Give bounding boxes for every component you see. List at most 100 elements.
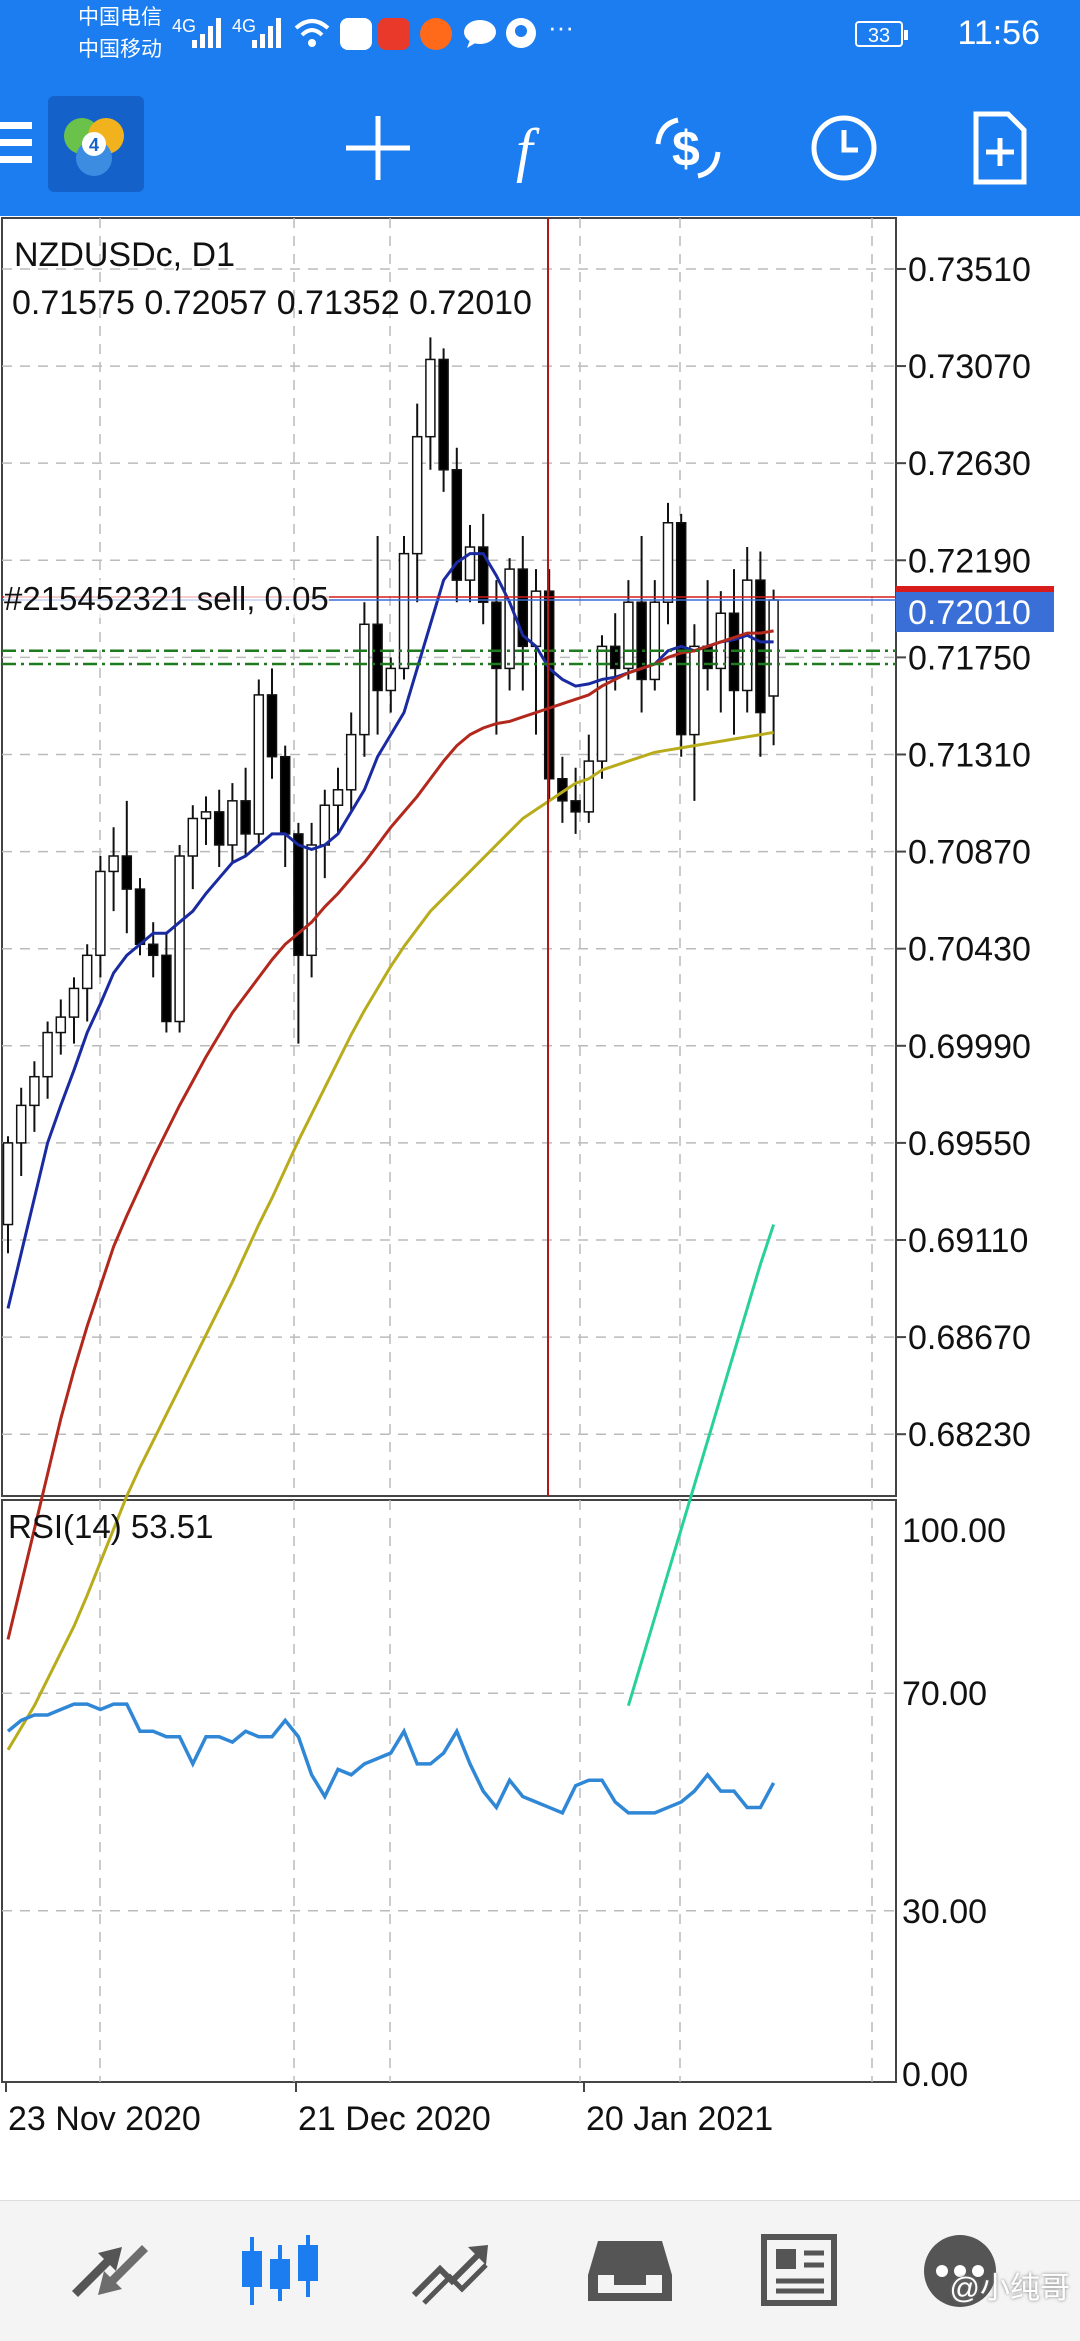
candle-body bbox=[227, 800, 238, 846]
candle-body bbox=[504, 568, 515, 670]
candle-body bbox=[438, 358, 449, 471]
wifi-icon bbox=[294, 19, 330, 47]
currency-exchange-icon[interactable]: $ bbox=[648, 108, 728, 188]
candle-body bbox=[332, 789, 344, 806]
candle-body bbox=[68, 987, 80, 1018]
candle-body bbox=[55, 1016, 67, 1034]
candle-body bbox=[240, 800, 251, 835]
clock-icon[interactable] bbox=[804, 108, 884, 188]
message-icon bbox=[464, 20, 496, 48]
price-axis-label: 0.68230 bbox=[908, 1416, 1031, 1454]
time-axis-label: 23 Nov 2020 bbox=[8, 2100, 201, 2138]
candle-body bbox=[649, 601, 661, 681]
rsi-title: RSI(14) 53.51 bbox=[8, 1508, 214, 1545]
candle-body bbox=[596, 645, 608, 762]
signal-icon bbox=[192, 18, 221, 48]
history-icon[interactable] bbox=[580, 2231, 680, 2311]
clock-time: 11:56 bbox=[957, 14, 1040, 52]
bulb-icon bbox=[506, 18, 536, 48]
candle-body bbox=[187, 817, 199, 857]
candle-body bbox=[491, 601, 502, 670]
candle-body bbox=[623, 601, 634, 670]
rsi-axis-label: 0.00 bbox=[902, 2056, 968, 2094]
rsi-axis-label: 30.00 bbox=[902, 1893, 987, 1931]
candle-body bbox=[609, 645, 621, 670]
candle-body bbox=[359, 623, 370, 736]
rsi-axis-label: 70.00 bbox=[902, 1675, 987, 1713]
candle-body bbox=[15, 1104, 27, 1144]
candle-body bbox=[517, 568, 529, 648]
price-axis-label: 0.72630 bbox=[908, 445, 1031, 483]
rsi-line bbox=[6, 1702, 776, 1816]
more-notifications-icon: ··· bbox=[548, 12, 574, 42]
toutiao-app-icon bbox=[378, 18, 410, 50]
carrier-label-2: 中国移动 bbox=[78, 38, 162, 61]
metatrader-logo-icon[interactable]: 4 bbox=[48, 96, 144, 192]
new-order-icon[interactable] bbox=[960, 108, 1040, 188]
huawei-app-icon bbox=[340, 18, 372, 50]
ask-price-marker bbox=[896, 586, 1054, 592]
symbol-title: NZDUSDc, D1 bbox=[14, 236, 236, 274]
candle-body bbox=[147, 943, 159, 957]
svg-text:f: f bbox=[516, 117, 540, 183]
news-icon[interactable] bbox=[750, 2231, 850, 2311]
network-label-2: 4G bbox=[232, 16, 257, 36]
bottom-navigation: @小纯哥 bbox=[0, 2200, 1080, 2341]
candle-body bbox=[134, 888, 146, 946]
ma-mid-line bbox=[6, 629, 774, 1640]
rsi-frame bbox=[1, 1499, 897, 2083]
price-axis-label: 0.68670 bbox=[908, 1319, 1031, 1357]
app-notification-icon bbox=[420, 18, 452, 50]
candle-body bbox=[768, 599, 779, 697]
price-axis-label: 0.69110 bbox=[908, 1222, 1028, 1260]
price-axis-label: 0.71750 bbox=[908, 639, 1031, 677]
trade-icon[interactable] bbox=[400, 2231, 500, 2311]
candle-body bbox=[662, 522, 674, 603]
candle-body bbox=[42, 1031, 53, 1078]
candle-body bbox=[372, 623, 383, 692]
candle-body bbox=[570, 800, 581, 813]
chart-area[interactable]: 0.73510 0.73070 0.72630 0.72190 0.71750 0.713… bbox=[0, 216, 1080, 2200]
price-axis-label: 0.70430 bbox=[908, 931, 1031, 969]
network-label-1: 4G bbox=[172, 16, 197, 36]
candle-body bbox=[411, 435, 423, 555]
price-axis-label: 0.72190 bbox=[908, 542, 1031, 580]
quotes-icon[interactable] bbox=[60, 2231, 160, 2311]
menu-icon[interactable] bbox=[0, 122, 32, 166]
price-axis-label: 0.69990 bbox=[908, 1028, 1031, 1066]
candle-body bbox=[95, 870, 106, 957]
candle-body bbox=[398, 552, 410, 670]
candle-body bbox=[319, 804, 331, 846]
candle-body bbox=[161, 954, 172, 1023]
price-axis-label: 0.69550 bbox=[908, 1125, 1031, 1163]
price-axis-label: 0.71310 bbox=[908, 736, 1031, 774]
price-axis-label: 0.73510 bbox=[908, 251, 1031, 289]
candle-body bbox=[108, 855, 119, 873]
signal-icon-2 bbox=[252, 18, 281, 48]
candle-body bbox=[279, 755, 291, 835]
carrier-label-1: 中国电信 bbox=[78, 6, 162, 29]
candle-body bbox=[200, 811, 212, 820]
candle-body bbox=[29, 1075, 40, 1107]
price-chart[interactable]: 0.73510 0.73070 0.72630 0.72190 0.71750 0.713… bbox=[0, 216, 1080, 2200]
candle-body bbox=[477, 546, 489, 603]
function-icon[interactable]: f bbox=[494, 108, 574, 188]
crosshair-icon[interactable] bbox=[338, 108, 418, 188]
candle-body bbox=[755, 579, 766, 714]
svg-text:$: $ bbox=[672, 121, 700, 177]
chart-toolbar: 4 f $ bbox=[0, 72, 1080, 216]
candle-body bbox=[689, 645, 700, 736]
current-price-label: 0.72010 bbox=[908, 594, 1031, 632]
chat-icon[interactable] bbox=[910, 2231, 1010, 2311]
candle-body bbox=[345, 733, 357, 791]
candlestick-chart-icon[interactable] bbox=[230, 2231, 330, 2311]
current-price-badge bbox=[896, 592, 1054, 632]
candle-body bbox=[675, 522, 687, 736]
candle-body bbox=[213, 811, 225, 846]
candle-body bbox=[451, 469, 463, 581]
candle-body bbox=[306, 844, 317, 957]
candle-body bbox=[636, 601, 647, 681]
watermark-text: @小纯哥 bbox=[949, 2272, 1070, 2305]
candle-body bbox=[293, 833, 304, 957]
order-label[interactable]: #215452321 sell, 0.05 bbox=[4, 580, 329, 618]
